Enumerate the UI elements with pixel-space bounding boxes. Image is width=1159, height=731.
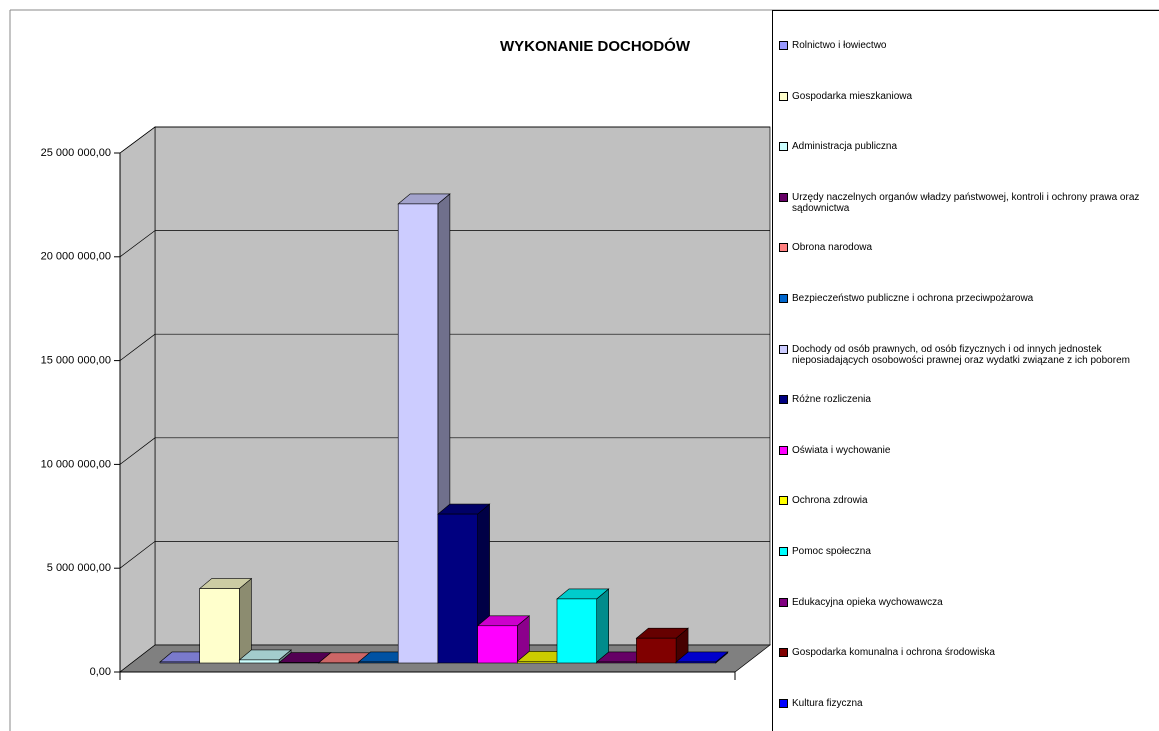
legend-swatch: [779, 395, 788, 405]
legend-item: Urzędy naczelnych organów władzy państwo…: [779, 192, 1154, 214]
grid-line: [119, 126, 156, 154]
legend: Rolnictwo i łowiectwo Gospodarka mieszkan…: [772, 10, 1159, 731]
legend-swatch: [779, 344, 788, 354]
legend-label: Różne rozliczenia: [792, 394, 871, 406]
bar: [675, 651, 729, 664]
legend-swatch: [779, 547, 788, 556]
legend-item: Dochody od osób prawnych, od osób fizycz…: [779, 344, 1154, 366]
legend-item: Ochrona zdrowia: [779, 495, 1154, 506]
bar-front: [596, 661, 637, 664]
legend-label: Administracja publiczna: [792, 141, 898, 153]
bar-front: [159, 661, 201, 664]
bar-front: [397, 203, 439, 664]
legend-swatch: [779, 192, 788, 202]
y-tick-label: 15 000 000,00: [41, 355, 111, 367]
bar-side: [596, 588, 610, 664]
legend-label: Oświata i wychowanie: [792, 444, 891, 456]
legend-swatch: [779, 91, 788, 101]
legend-item: Gospodarka komunalna i ochrona środowisk…: [779, 647, 1154, 658]
legend-label: Dochody od osób prawnych, od osób fizycz…: [792, 343, 1130, 366]
legend-label: Obrona narodowa: [792, 242, 873, 254]
grid-line: [119, 437, 156, 465]
legend-item: Obrona narodowa: [779, 242, 1154, 253]
grid-line: [119, 541, 156, 569]
y-tick-label: 0,00: [90, 666, 111, 678]
bar-front: [516, 661, 558, 664]
chart-title: WYKONANIE DOCHODÓW: [500, 37, 691, 55]
legend-item: Gospodarka mieszkaniowa: [779, 91, 1154, 102]
legend-item: Bezpieczeństwo publiczne i ochrona przec…: [779, 293, 1154, 304]
legend-item: Edukacyjna opieka wychowawcza: [779, 597, 1154, 608]
legend-swatch: [779, 142, 788, 152]
bar: [635, 627, 689, 664]
legend-swatch: [779, 597, 788, 607]
legend-label: Rolnictwo i łowiectwo: [792, 40, 887, 51]
y-tick-label: 5 000 000,00: [47, 562, 111, 574]
legend-swatch: [779, 496, 788, 506]
bar-front: [477, 625, 518, 664]
legend-item: Pomoc społeczna: [779, 546, 1154, 557]
legend-item: Kultura fizyczna: [779, 698, 1154, 709]
y-tick-label: 20 000 000,00: [41, 251, 111, 263]
y-tick-label: 10 000 000,00: [41, 458, 111, 470]
legend-swatch: [779, 445, 788, 455]
bar: [198, 577, 253, 664]
legend-swatch: [779, 41, 788, 50]
bar-front: [199, 588, 240, 664]
legend-item: Administracja publiczna: [779, 141, 1154, 152]
bar-front: [636, 637, 677, 664]
legend-item: Oświata i wychowanie: [779, 445, 1154, 456]
legend-label: Gospodarka komunalna i ochrona środowisk…: [792, 647, 995, 659]
grid-line: [119, 333, 156, 361]
bar-front: [358, 661, 399, 664]
bar: [556, 588, 610, 664]
grid-line: [119, 230, 156, 258]
legend-item: Różne rozliczenia: [779, 394, 1154, 405]
bar-front: [239, 659, 280, 664]
legend-label: Edukacyjna opieka wychowawcza: [792, 596, 943, 608]
legend-swatch: [779, 698, 788, 708]
bar-front: [437, 513, 478, 664]
legend-label: Gospodarka mieszkaniowa: [792, 90, 913, 102]
bar: [476, 615, 531, 664]
legend-label: Pomoc społeczna: [792, 546, 871, 557]
y-tick-label: 25 000 000,00: [41, 147, 111, 159]
bar-front: [556, 598, 598, 664]
legend-label: Ochrona zdrowia: [792, 495, 868, 507]
legend-label: Bezpieczeństwo publiczne i ochrona przec…: [792, 293, 1034, 304]
legend-swatch: [779, 648, 788, 658]
legend-swatch: [779, 243, 788, 253]
legend-label: Urzędy naczelnych organów władzy państwo…: [792, 191, 1140, 214]
side-wall: [119, 126, 156, 673]
bar-front: [675, 661, 717, 664]
legend-swatch: [779, 294, 788, 303]
bar-side: [239, 577, 252, 664]
legend-item: Rolnictwo i łowiectwo: [779, 40, 1154, 51]
legend-label: Kultura fizyczna: [792, 697, 863, 709]
